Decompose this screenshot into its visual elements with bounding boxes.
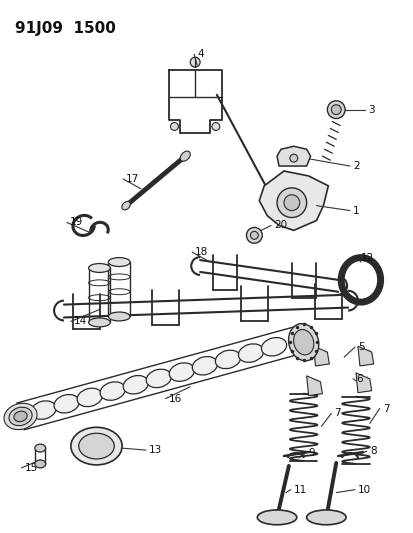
Ellipse shape	[123, 376, 148, 394]
Ellipse shape	[108, 312, 130, 321]
Polygon shape	[313, 346, 328, 366]
Text: 12: 12	[360, 253, 373, 263]
Polygon shape	[357, 346, 373, 366]
Text: 16: 16	[168, 393, 181, 403]
Ellipse shape	[14, 411, 27, 422]
Ellipse shape	[100, 382, 125, 400]
Text: 8: 8	[369, 446, 375, 456]
Text: 17: 17	[126, 174, 139, 184]
Text: 1: 1	[352, 206, 359, 215]
Ellipse shape	[108, 257, 130, 266]
Ellipse shape	[88, 318, 110, 327]
Text: 2: 2	[352, 161, 359, 171]
Circle shape	[283, 195, 299, 211]
Text: 20: 20	[273, 221, 287, 230]
Circle shape	[289, 154, 297, 162]
Circle shape	[211, 123, 219, 131]
Ellipse shape	[54, 394, 79, 413]
Text: 14: 14	[74, 317, 87, 326]
Text: 19: 19	[70, 217, 83, 228]
Polygon shape	[259, 171, 328, 230]
Ellipse shape	[293, 329, 313, 355]
Ellipse shape	[71, 427, 122, 465]
Ellipse shape	[77, 388, 102, 407]
Ellipse shape	[121, 201, 130, 210]
Ellipse shape	[88, 263, 110, 272]
Polygon shape	[355, 373, 371, 393]
Text: 3: 3	[367, 104, 373, 115]
Circle shape	[170, 123, 178, 131]
Ellipse shape	[4, 403, 37, 430]
Circle shape	[327, 101, 344, 118]
Ellipse shape	[238, 344, 263, 362]
Polygon shape	[306, 376, 322, 395]
Text: 4: 4	[197, 49, 203, 59]
Ellipse shape	[146, 369, 171, 387]
Circle shape	[246, 228, 261, 243]
Ellipse shape	[261, 337, 286, 356]
Text: 91J09  1500: 91J09 1500	[14, 21, 115, 36]
Ellipse shape	[35, 460, 45, 468]
Ellipse shape	[215, 350, 240, 369]
Ellipse shape	[31, 401, 56, 419]
Ellipse shape	[257, 510, 296, 525]
Text: 5: 5	[357, 342, 364, 352]
Text: 6: 6	[355, 374, 362, 384]
Ellipse shape	[169, 363, 194, 381]
Text: 10: 10	[357, 484, 370, 495]
Ellipse shape	[288, 324, 318, 361]
Ellipse shape	[9, 407, 32, 426]
Ellipse shape	[180, 151, 190, 161]
Ellipse shape	[78, 433, 114, 459]
Polygon shape	[276, 146, 310, 166]
Ellipse shape	[192, 357, 217, 375]
Circle shape	[330, 104, 340, 115]
Circle shape	[276, 188, 306, 217]
Text: 15: 15	[24, 463, 38, 473]
Text: 13: 13	[148, 445, 161, 455]
Ellipse shape	[35, 444, 45, 452]
Text: 7: 7	[333, 408, 340, 418]
Text: 7: 7	[382, 403, 388, 414]
Text: 11: 11	[293, 484, 306, 495]
Ellipse shape	[306, 510, 345, 525]
Text: 9: 9	[308, 448, 314, 458]
Circle shape	[250, 231, 258, 239]
Text: 18: 18	[195, 247, 208, 257]
Circle shape	[190, 57, 199, 67]
